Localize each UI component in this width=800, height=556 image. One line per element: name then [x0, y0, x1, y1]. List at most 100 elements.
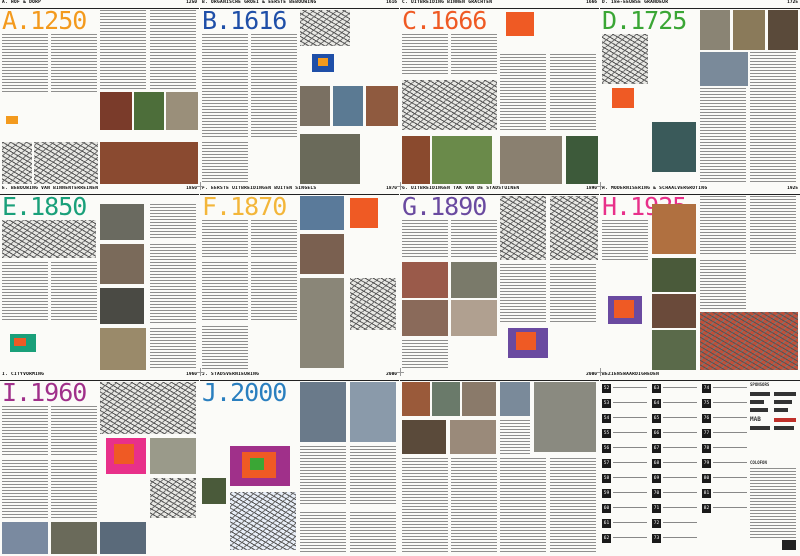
body-text	[700, 88, 746, 128]
panel-label: F. EERSTE UITBREIDINGEN BUITEN SINGELS	[202, 186, 317, 191]
panel-year: 1850	[186, 186, 197, 191]
body-text	[300, 446, 346, 506]
photo	[300, 196, 344, 230]
index-number: 78	[702, 444, 711, 453]
panel-photos: 2000	[400, 372, 599, 556]
panel-header: D. 18e-EEUWSE GRANDEUR 1725	[600, 0, 800, 9]
index-entry-line	[663, 432, 697, 433]
index-entry-line	[713, 387, 747, 388]
index-entry-line	[663, 507, 697, 508]
index-number: 70	[652, 489, 661, 498]
photo	[652, 122, 696, 172]
photo	[402, 136, 430, 184]
panel-year: 1890	[586, 186, 597, 191]
body-text	[750, 88, 796, 128]
body-text	[700, 260, 746, 310]
index-number: 81	[702, 489, 711, 498]
panel-title: I.1960	[2, 378, 87, 407]
photo	[300, 234, 344, 274]
photo	[652, 258, 696, 292]
index-entry-line	[613, 477, 647, 478]
historic-map	[100, 382, 196, 434]
map-footprint	[516, 332, 536, 350]
body-text	[451, 34, 497, 76]
body-text	[500, 420, 530, 454]
map-footprint	[612, 88, 634, 108]
index-number: 60	[602, 504, 611, 513]
index-number: 69	[652, 474, 661, 483]
historic-map	[300, 10, 350, 46]
photo	[300, 278, 344, 368]
panel-f: F. EERSTE UITBREIDINGEN BUITEN SINGELS 18…	[200, 186, 399, 372]
body-text	[402, 458, 448, 554]
index-entry-line	[613, 537, 647, 538]
map-footprint	[350, 198, 378, 228]
body-text	[150, 204, 196, 240]
panel-year: 1616	[386, 0, 397, 5]
historic-map	[402, 80, 497, 130]
panel-header: E. BEBOUWING VAN BINNENTERREINEN 1850	[0, 186, 199, 195]
panel-label: E. BEBOUWING VAN BINNENTERREINEN	[2, 186, 99, 191]
index-entry-line	[663, 477, 697, 478]
body-text	[202, 88, 248, 138]
map-footprint	[6, 116, 18, 124]
photo	[402, 300, 448, 336]
index-entry-line	[663, 492, 697, 493]
index-entry-line	[663, 387, 697, 388]
panel-year: 1925	[787, 186, 798, 191]
panel-year: 1870	[386, 186, 397, 191]
body-text	[202, 326, 248, 370]
panel-label: J. STADSVERNIEUWING	[202, 372, 260, 377]
index-number: 77	[702, 429, 711, 438]
body-text	[500, 54, 546, 130]
photo	[402, 382, 430, 416]
index-entry-line	[613, 447, 647, 448]
body-text	[202, 34, 248, 86]
panel-label: C. UITBREIDING BINNEN GRACHTEN	[402, 0, 493, 5]
body-text	[150, 328, 196, 370]
historic-map	[550, 196, 598, 260]
photo	[402, 262, 448, 298]
photo	[350, 382, 396, 442]
panel-label: A. HOF & DORP	[2, 0, 42, 5]
body-text	[150, 10, 196, 90]
photo	[100, 142, 198, 184]
index-entry-line	[613, 507, 647, 508]
photo	[652, 294, 696, 328]
panel-header: B. ORGANISCHE GROEI & EERSTE BEBOUWING 16…	[200, 0, 399, 9]
index-number: 59	[602, 489, 611, 498]
index-number: 67	[652, 444, 661, 453]
panel-label: B. ORGANISCHE GROEI & EERSTE BEBOUWING	[202, 0, 317, 5]
photo	[462, 382, 496, 416]
photo	[300, 382, 346, 442]
body-text	[700, 196, 746, 256]
panel-c: C. UITBREIDING BINNEN GRACHTEN 1666 C.166…	[400, 0, 599, 186]
photo	[134, 92, 164, 130]
body-text	[500, 458, 546, 554]
index-number: 73	[652, 534, 661, 543]
photo	[500, 382, 530, 416]
photo	[733, 10, 765, 50]
historic-map	[34, 142, 98, 184]
photo	[300, 134, 360, 184]
panel-header: J. STADSVERNIEUWING 2000	[200, 372, 399, 381]
index-number: 71	[652, 504, 661, 513]
panel-label: D. 18e-EEUWSE GRANDEUR	[602, 0, 669, 5]
photo	[100, 244, 144, 284]
body-text	[51, 34, 97, 94]
panel-h: H. MODERNISERING & SCHAALVERGROTING 1925 …	[600, 186, 800, 372]
crop-mark	[196, 182, 204, 190]
body-text	[402, 34, 448, 76]
index-entry-line	[713, 447, 747, 448]
panel-index: BEZIENSWAARDIGHEDEN 52 53 54 55 56 57 58 59 60 61…	[600, 372, 800, 556]
body-text	[2, 262, 48, 322]
index-entry-line	[663, 462, 697, 463]
sponsor-logo	[774, 426, 794, 430]
photo	[451, 262, 497, 298]
body-text	[100, 10, 146, 90]
colofon-text	[750, 468, 796, 538]
colofon-title: COLOFON	[750, 460, 767, 465]
index-number: 62	[602, 534, 611, 543]
index-number: 54	[602, 414, 611, 423]
